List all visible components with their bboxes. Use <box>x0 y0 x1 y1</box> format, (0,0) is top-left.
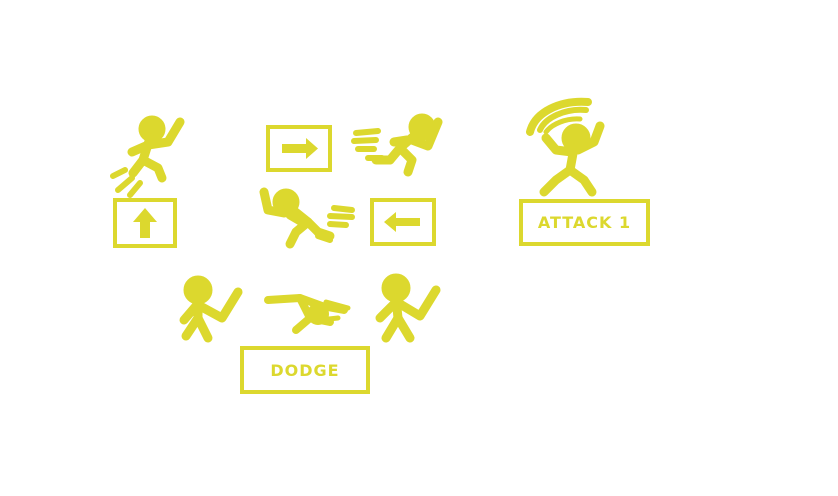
move-right-key[interactable] <box>266 125 332 172</box>
left-arrow-icon <box>384 212 420 232</box>
attack-1-label: ATTACK 1 <box>537 213 632 232</box>
dodge-roll-stickman-icon <box>264 294 351 334</box>
dodge-button[interactable]: DODGE <box>240 346 370 394</box>
run-right-stickman-icon <box>351 113 443 177</box>
jump-key[interactable] <box>113 198 177 248</box>
attack-1-button[interactable]: ATTACK 1 <box>519 199 650 246</box>
walk-left-stickman-icon <box>375 273 441 343</box>
walk-right-stickman-icon <box>179 275 243 343</box>
move-left-key[interactable] <box>370 198 436 246</box>
dodge-label: DODGE <box>270 360 340 380</box>
jump-stickman-icon <box>110 115 185 198</box>
attack-stickman-icon <box>526 97 605 197</box>
run-left-stickman-icon <box>259 187 355 249</box>
right-arrow-icon <box>282 138 318 159</box>
up-arrow-icon <box>133 208 157 238</box>
